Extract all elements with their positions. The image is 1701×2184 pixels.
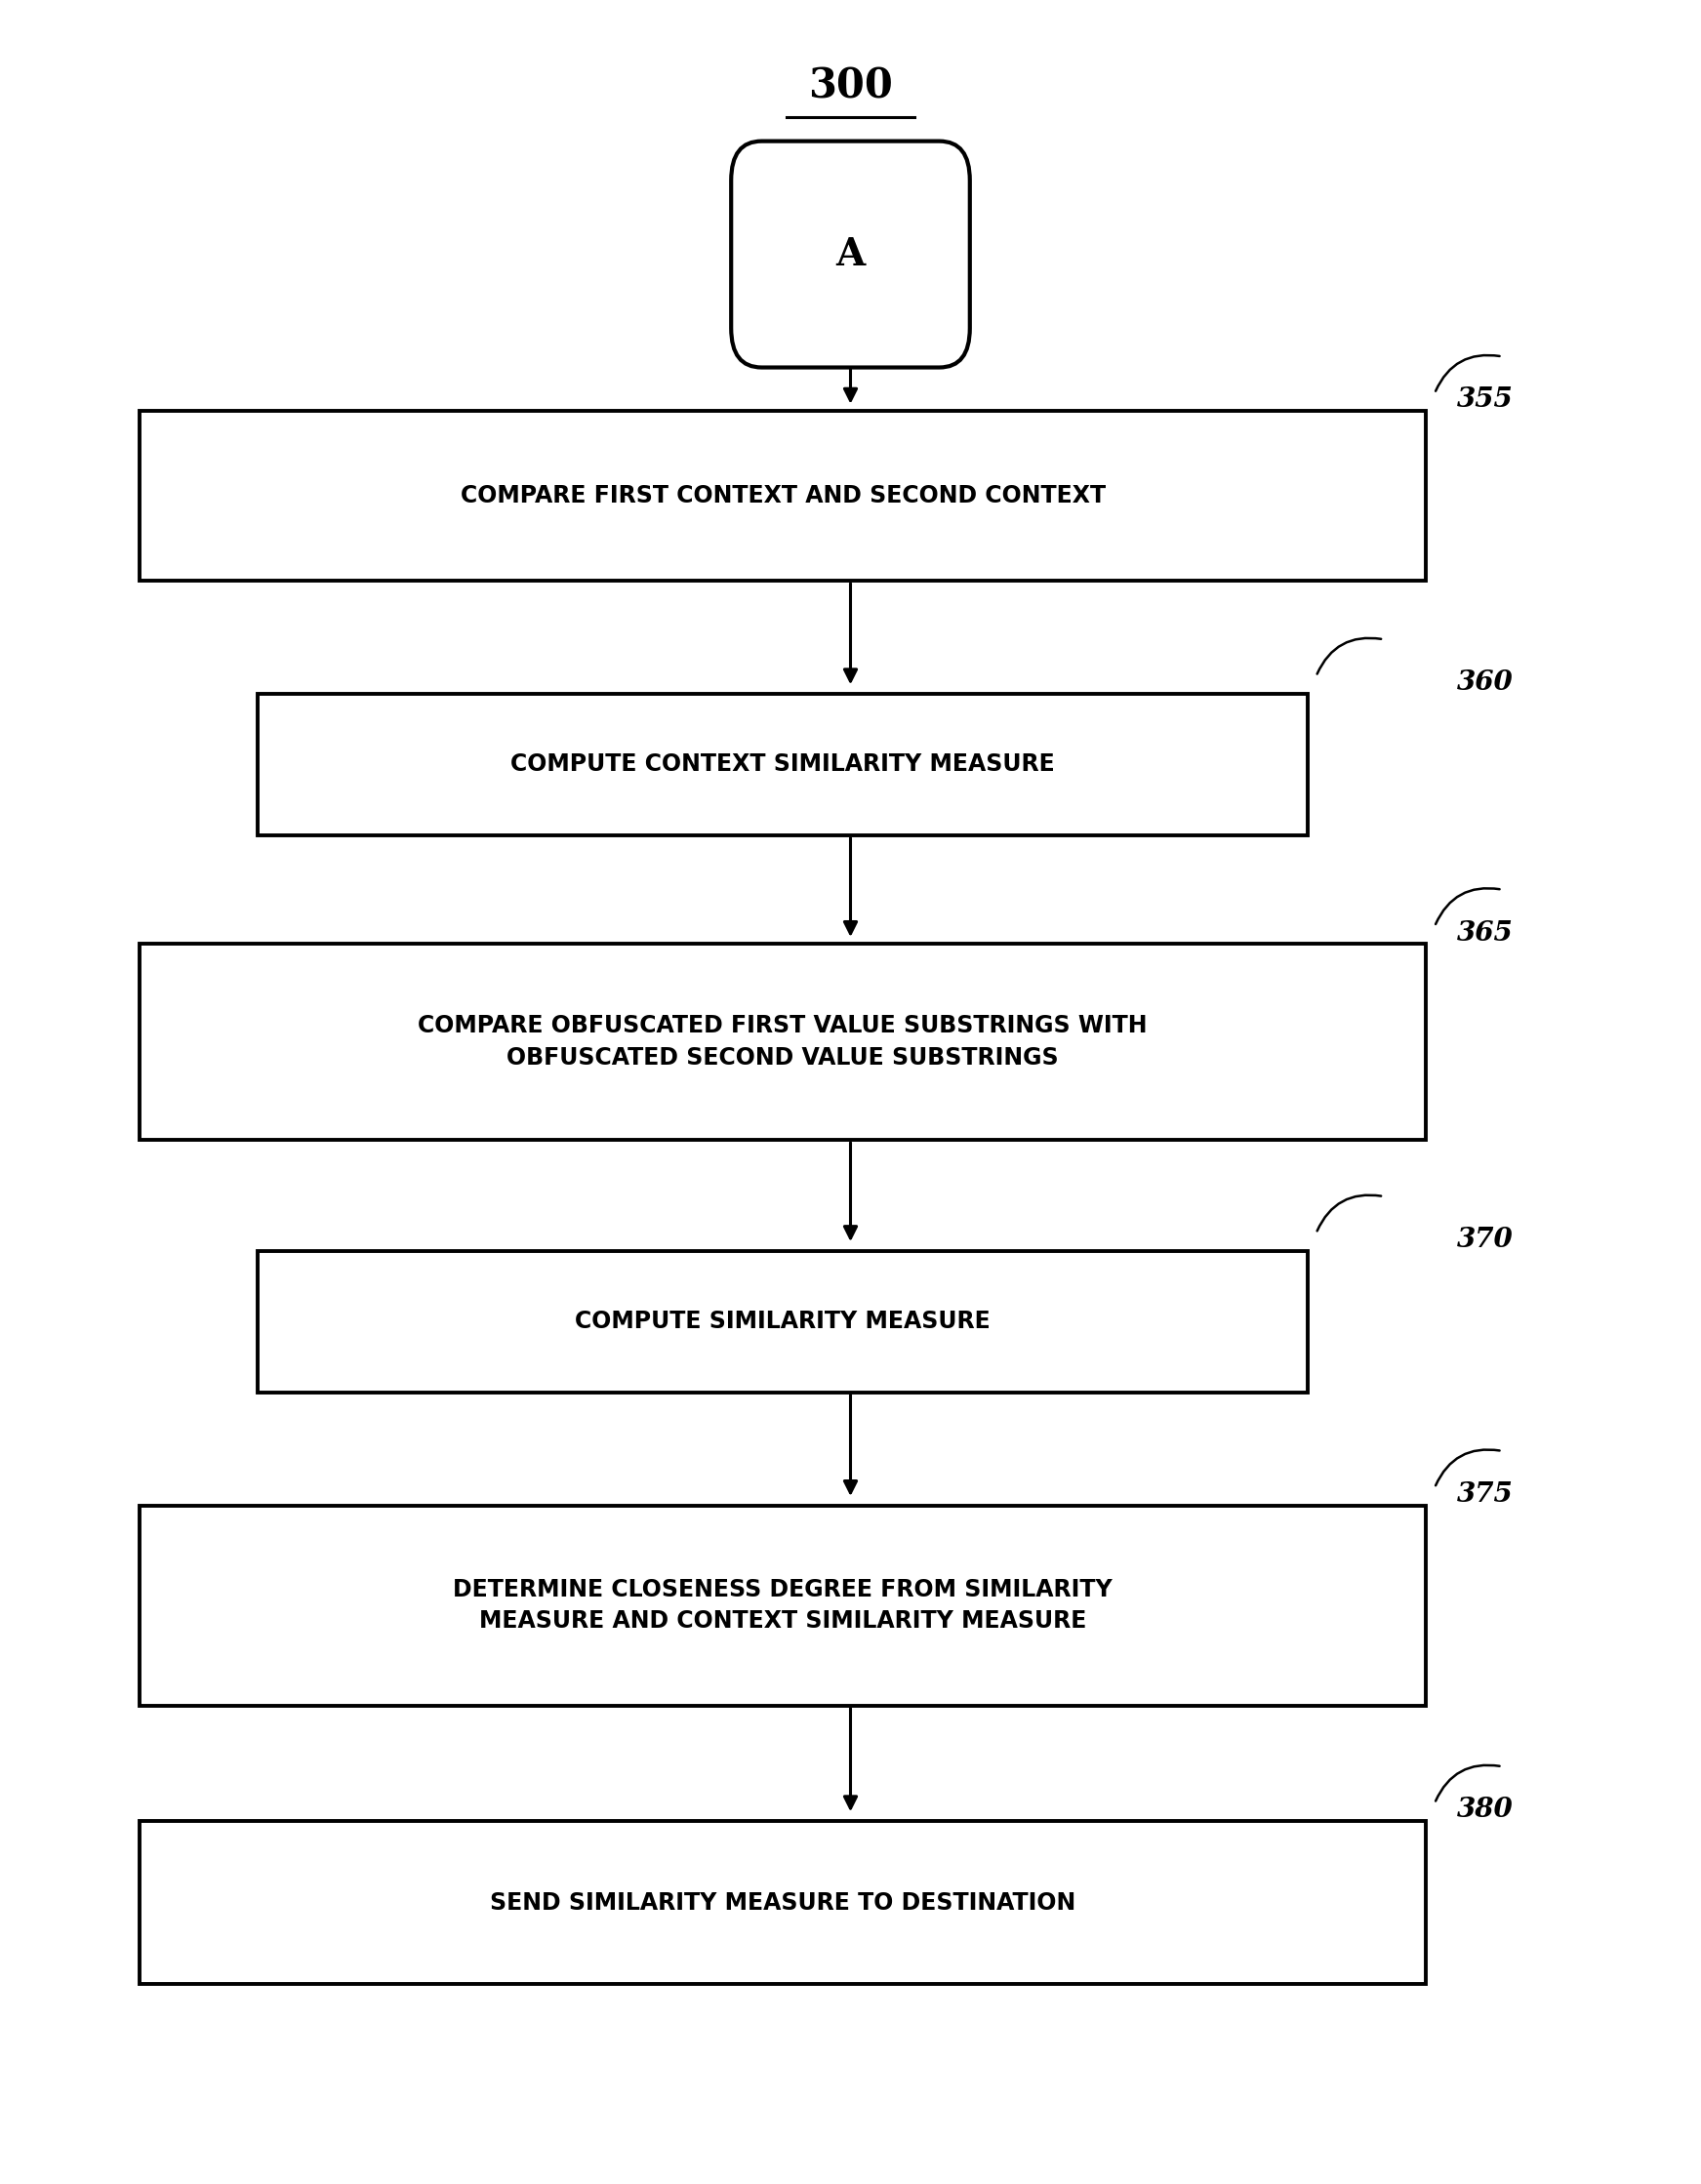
- FancyBboxPatch shape: [139, 1821, 1425, 1983]
- FancyBboxPatch shape: [139, 943, 1425, 1140]
- FancyBboxPatch shape: [731, 142, 970, 367]
- Text: COMPARE FIRST CONTEXT AND SECOND CONTEXT: COMPARE FIRST CONTEXT AND SECOND CONTEXT: [461, 485, 1106, 507]
- Text: DETERMINE CLOSENESS DEGREE FROM SIMILARITY
MEASURE AND CONTEXT SIMILARITY MEASUR: DETERMINE CLOSENESS DEGREE FROM SIMILARI…: [452, 1577, 1112, 1634]
- Text: SEND SIMILARITY MEASURE TO DESTINATION: SEND SIMILARITY MEASURE TO DESTINATION: [490, 1891, 1075, 1913]
- Text: COMPUTE CONTEXT SIMILARITY MEASURE: COMPUTE CONTEXT SIMILARITY MEASURE: [510, 753, 1055, 775]
- Text: A: A: [835, 236, 866, 273]
- Text: 380: 380: [1456, 1797, 1512, 1824]
- Text: 375: 375: [1456, 1481, 1512, 1507]
- Text: COMPUTE SIMILARITY MEASURE: COMPUTE SIMILARITY MEASURE: [575, 1310, 990, 1332]
- FancyBboxPatch shape: [259, 695, 1308, 834]
- FancyBboxPatch shape: [139, 411, 1425, 581]
- Text: 355: 355: [1456, 387, 1512, 413]
- Text: 300: 300: [808, 66, 893, 107]
- Text: 370: 370: [1456, 1227, 1512, 1254]
- FancyBboxPatch shape: [139, 1505, 1425, 1706]
- Text: COMPARE OBFUSCATED FIRST VALUE SUBSTRINGS WITH
OBFUSCATED SECOND VALUE SUBSTRING: COMPARE OBFUSCATED FIRST VALUE SUBSTRING…: [418, 1013, 1148, 1070]
- FancyBboxPatch shape: [259, 1251, 1308, 1391]
- Text: 360: 360: [1456, 670, 1512, 697]
- Text: 365: 365: [1456, 919, 1512, 946]
